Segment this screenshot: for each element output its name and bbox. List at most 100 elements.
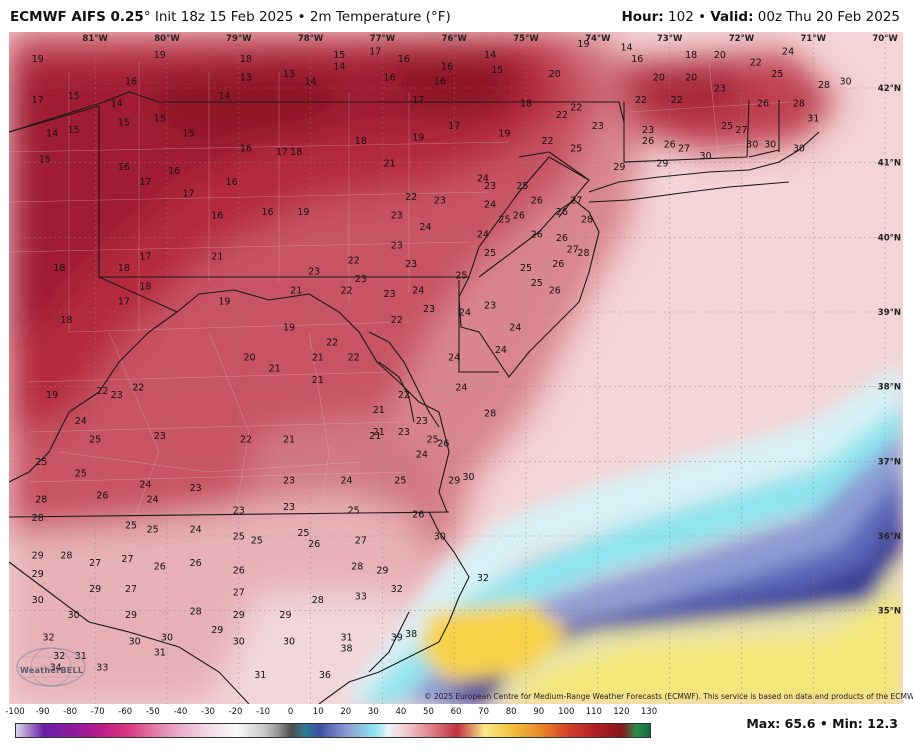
temperature-value: 24	[459, 308, 471, 319]
temperature-value: 22	[132, 382, 144, 393]
credit-text: © 2025 European Centre for Medium-Range …	[424, 692, 913, 701]
temperature-value: 23	[391, 211, 403, 222]
temperature-value: 25	[516, 181, 528, 192]
temperature-value: 39	[391, 633, 403, 644]
hour-label: Hour:	[621, 9, 664, 25]
temperature-value: 25	[125, 521, 137, 532]
temperature-value: 22	[671, 95, 683, 106]
colorbar-tick-label: 50	[423, 707, 434, 717]
temperature-value: 29	[32, 550, 44, 561]
latitude-labels: 42°N 41°N 40°N 39°N 38°N 37°N 36°N 35°N	[878, 84, 901, 617]
longitude-label: 75°W	[513, 34, 539, 44]
temperature-value: 15	[491, 65, 503, 76]
latitude-label: 42°N	[878, 84, 901, 94]
temperature-value: 28	[818, 80, 830, 91]
colorbar-tick-label: 30	[367, 707, 379, 717]
colorbar-tick-label: 110	[585, 707, 602, 717]
temperature-value: 19	[498, 129, 510, 140]
temperature-value: 20	[244, 353, 256, 364]
temperature-value: 27	[125, 584, 137, 595]
temperature-value: 19	[154, 50, 166, 61]
temperature-value: 23	[416, 416, 428, 427]
temperature-value: 19	[32, 54, 44, 65]
colorbar-tick-label: -50	[145, 707, 160, 717]
temperature-value: 30	[840, 76, 852, 87]
temperature-value: 29	[656, 158, 668, 169]
temperature-value: 28	[793, 99, 805, 110]
temperature-value: 26	[556, 233, 568, 244]
temperature-value: 18	[60, 315, 72, 326]
temperature-value: 13	[283, 69, 295, 80]
temperature-value: 17	[118, 297, 130, 308]
temperature-value: 25	[394, 476, 406, 487]
temperature-value: 24	[509, 323, 521, 334]
temperature-value: 24	[340, 476, 352, 487]
temperature-value: 15	[333, 50, 345, 61]
temperature-value: 22	[556, 110, 568, 121]
temperature-value: 24	[477, 173, 489, 184]
temperature-value: 26	[437, 438, 449, 449]
longitude-labels: 81°W 80°W 79°W 78°W 77°W 76°W 75°W 74°W 73°W 72°W…	[82, 34, 898, 44]
longitude-label: 77°W	[370, 34, 396, 44]
temperature-value: 25	[147, 524, 159, 535]
temperature-value: 23	[484, 181, 496, 192]
temperature-value: 17	[448, 121, 460, 132]
temperature-value: 23	[355, 274, 367, 285]
latitude-label: 35°N	[878, 607, 901, 617]
latitude-label: 41°N	[878, 159, 901, 169]
temperature-value: 33	[96, 662, 108, 673]
temperature-value: 24	[190, 524, 202, 535]
temperature-value: 24	[455, 382, 467, 393]
temperature-value: 15	[68, 125, 80, 136]
temperature-value: 28	[484, 409, 496, 420]
max-label: Max:	[746, 716, 781, 731]
temperature-value: 23	[391, 241, 403, 252]
temperature-value: 27	[355, 535, 367, 546]
colorbar-tick-label: 70	[478, 707, 490, 717]
temperature-value: 21	[373, 405, 385, 416]
temperature-value: 25	[455, 270, 467, 281]
max-value: 65.6	[780, 716, 816, 731]
temperature-value: 22	[750, 58, 762, 69]
temperature-value: 28	[351, 562, 363, 573]
temperature-value: 21	[269, 364, 281, 375]
temperature-value: 30	[463, 472, 475, 483]
temperature-value: 24	[495, 345, 507, 356]
colorbar-tick-label: -90	[35, 707, 50, 717]
temperature-value: 20	[714, 50, 726, 61]
init-info: Init 18z 15 Feb 2025 • 2m Temperature (°…	[150, 9, 451, 25]
temperature-value: 17	[139, 177, 151, 188]
temperature-value: 21	[290, 285, 302, 296]
temperature-value: 19	[577, 39, 589, 50]
globe-icon	[16, 647, 86, 687]
colorbar-tick-label: 100	[558, 707, 575, 717]
temperature-value: 17	[276, 147, 288, 158]
colorbar-tick-label: 40	[395, 707, 407, 717]
temperature-value: 16	[118, 162, 130, 173]
colorbar-tick-label: 120	[613, 707, 630, 717]
temperature-value: 24	[147, 494, 159, 505]
temperature-value: 19	[297, 207, 309, 218]
temperature-value: 25	[721, 121, 733, 132]
temperature-value: 17	[412, 95, 424, 106]
temperature-value: 28	[32, 513, 44, 524]
valid-value: 00z Thu 20 Feb 2025	[753, 9, 900, 25]
temperature-value: 14	[46, 129, 58, 140]
temperature-value: 21	[211, 252, 223, 263]
temperature-value: 16	[226, 177, 238, 188]
temperature-value: 32	[391, 584, 403, 595]
weatherbell-logo	[13, 645, 89, 689]
longitude-label: 80°W	[154, 34, 180, 44]
temperature-value: 30	[161, 633, 173, 644]
colorbar-tick-label: 130	[640, 707, 658, 717]
temperature-value: 25	[35, 457, 47, 468]
temperature-value: 30	[434, 532, 446, 543]
temperature-value: 26	[190, 558, 202, 569]
logo-text: WeatherBELL	[20, 666, 84, 675]
temperature-value: 14	[218, 91, 230, 102]
longitude-label: 70°W	[872, 34, 898, 44]
temperature-value: 15	[182, 129, 194, 140]
temperature-value: 20	[653, 73, 665, 84]
temperature-value: 23	[423, 304, 435, 315]
